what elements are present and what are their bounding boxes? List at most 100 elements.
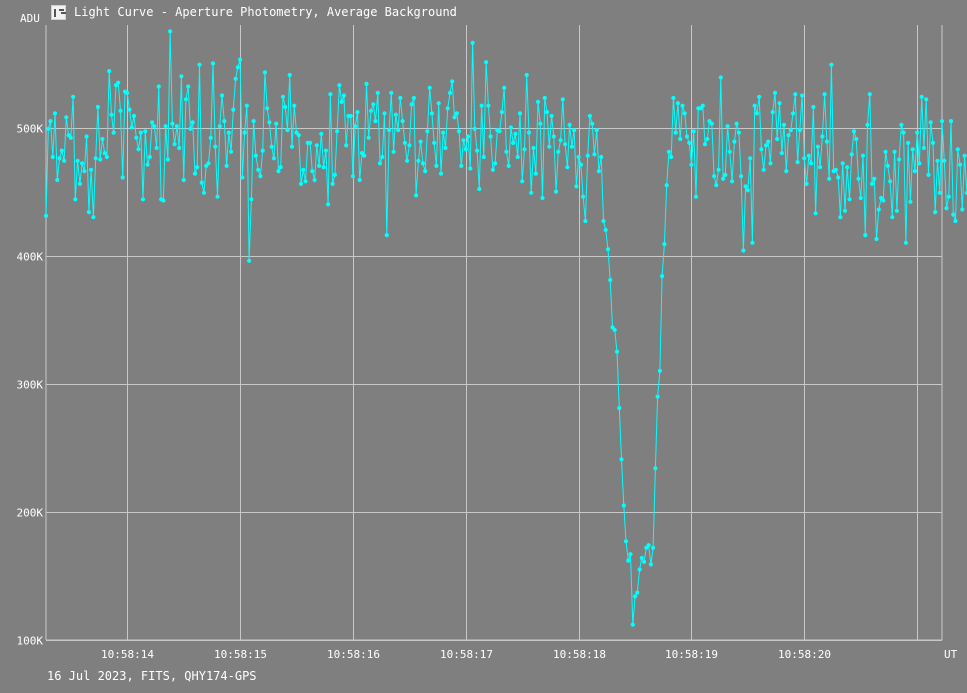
data-point <box>414 193 419 198</box>
data-point <box>842 208 848 213</box>
data-point <box>908 199 913 204</box>
data-point <box>481 154 486 160</box>
data-point <box>906 140 911 145</box>
data-point <box>138 130 143 135</box>
data-point <box>52 111 58 116</box>
data-point <box>700 103 705 108</box>
data-point <box>646 543 651 548</box>
data-point <box>267 120 272 125</box>
data-point <box>95 104 100 110</box>
data-point <box>296 133 301 138</box>
data-point <box>716 167 721 172</box>
data-point <box>725 124 730 129</box>
x-tick-label: 10:58:14 <box>101 648 154 661</box>
data-point <box>863 233 868 238</box>
data-point <box>438 171 444 176</box>
data-point <box>538 121 543 126</box>
data-point <box>165 157 170 162</box>
data-point <box>152 124 157 129</box>
data-point <box>811 104 816 110</box>
chart-title: Light Curve - Aperture Photometry, Avera… <box>74 5 457 19</box>
data-point <box>416 158 421 163</box>
data-point <box>384 233 389 238</box>
data-point <box>391 149 396 154</box>
data-point <box>680 103 685 108</box>
data-point <box>888 179 893 184</box>
data-point <box>944 206 949 211</box>
data-point <box>283 104 288 110</box>
data-point <box>102 151 107 156</box>
data-point <box>341 93 346 98</box>
data-point <box>603 227 608 233</box>
data-point <box>822 92 827 97</box>
data-point <box>472 126 477 131</box>
data-point <box>150 120 155 125</box>
data-point <box>484 60 489 65</box>
data-point <box>129 125 134 130</box>
data-point <box>459 163 464 168</box>
data-point <box>849 152 854 157</box>
data-point <box>265 106 270 111</box>
data-point <box>635 590 640 595</box>
data-point <box>576 154 581 160</box>
data-point <box>475 148 480 153</box>
data-point <box>197 62 202 67</box>
data-point <box>739 174 744 179</box>
data-point <box>942 158 947 163</box>
data-point <box>156 84 161 89</box>
data-point <box>107 69 112 74</box>
data-point <box>951 212 956 217</box>
data-point <box>400 119 405 124</box>
data-point <box>326 202 331 207</box>
data-point <box>373 119 378 124</box>
x-axis-label: UT <box>944 648 958 661</box>
data-point <box>366 135 371 140</box>
y-tick-label: 400K <box>17 251 44 264</box>
data-point <box>612 327 617 332</box>
data-point <box>201 190 207 195</box>
data-point <box>371 102 376 107</box>
data-point <box>933 210 938 215</box>
data-point <box>111 130 116 135</box>
data-point <box>199 180 204 185</box>
data-point <box>335 129 340 134</box>
data-point <box>172 142 177 147</box>
data-point <box>441 130 446 135</box>
x-tick-label: 10:58:16 <box>327 648 380 661</box>
data-point <box>964 190 967 195</box>
data-point <box>901 130 906 135</box>
data-point <box>587 113 593 119</box>
series-flux <box>43 29 967 627</box>
data-point <box>657 368 663 373</box>
data-point <box>757 94 762 99</box>
data-point <box>754 111 760 116</box>
data-point <box>804 181 809 186</box>
data-point <box>958 162 963 167</box>
data-point <box>840 161 845 166</box>
data-point <box>402 140 407 145</box>
x-tick-label: 10:58:19 <box>665 648 718 661</box>
data-point <box>845 165 850 170</box>
data-point <box>869 181 875 186</box>
data-point <box>939 119 945 124</box>
data-point <box>540 195 545 201</box>
data-point <box>73 197 78 202</box>
data-point <box>955 147 960 152</box>
data-point <box>452 115 457 120</box>
data-point <box>535 99 541 104</box>
data-point <box>633 594 638 599</box>
data-point <box>691 129 696 134</box>
data-point <box>240 175 245 180</box>
data-point <box>219 93 225 98</box>
data-point <box>856 176 861 181</box>
data-point <box>59 148 64 153</box>
data-point <box>314 143 319 148</box>
data-point <box>865 122 870 127</box>
data-point <box>303 179 308 184</box>
light-curve-app-icon[interactable] <box>51 4 66 20</box>
data-point <box>705 136 710 142</box>
data-point <box>461 138 466 143</box>
data-point <box>590 121 595 126</box>
data-point <box>930 140 936 145</box>
